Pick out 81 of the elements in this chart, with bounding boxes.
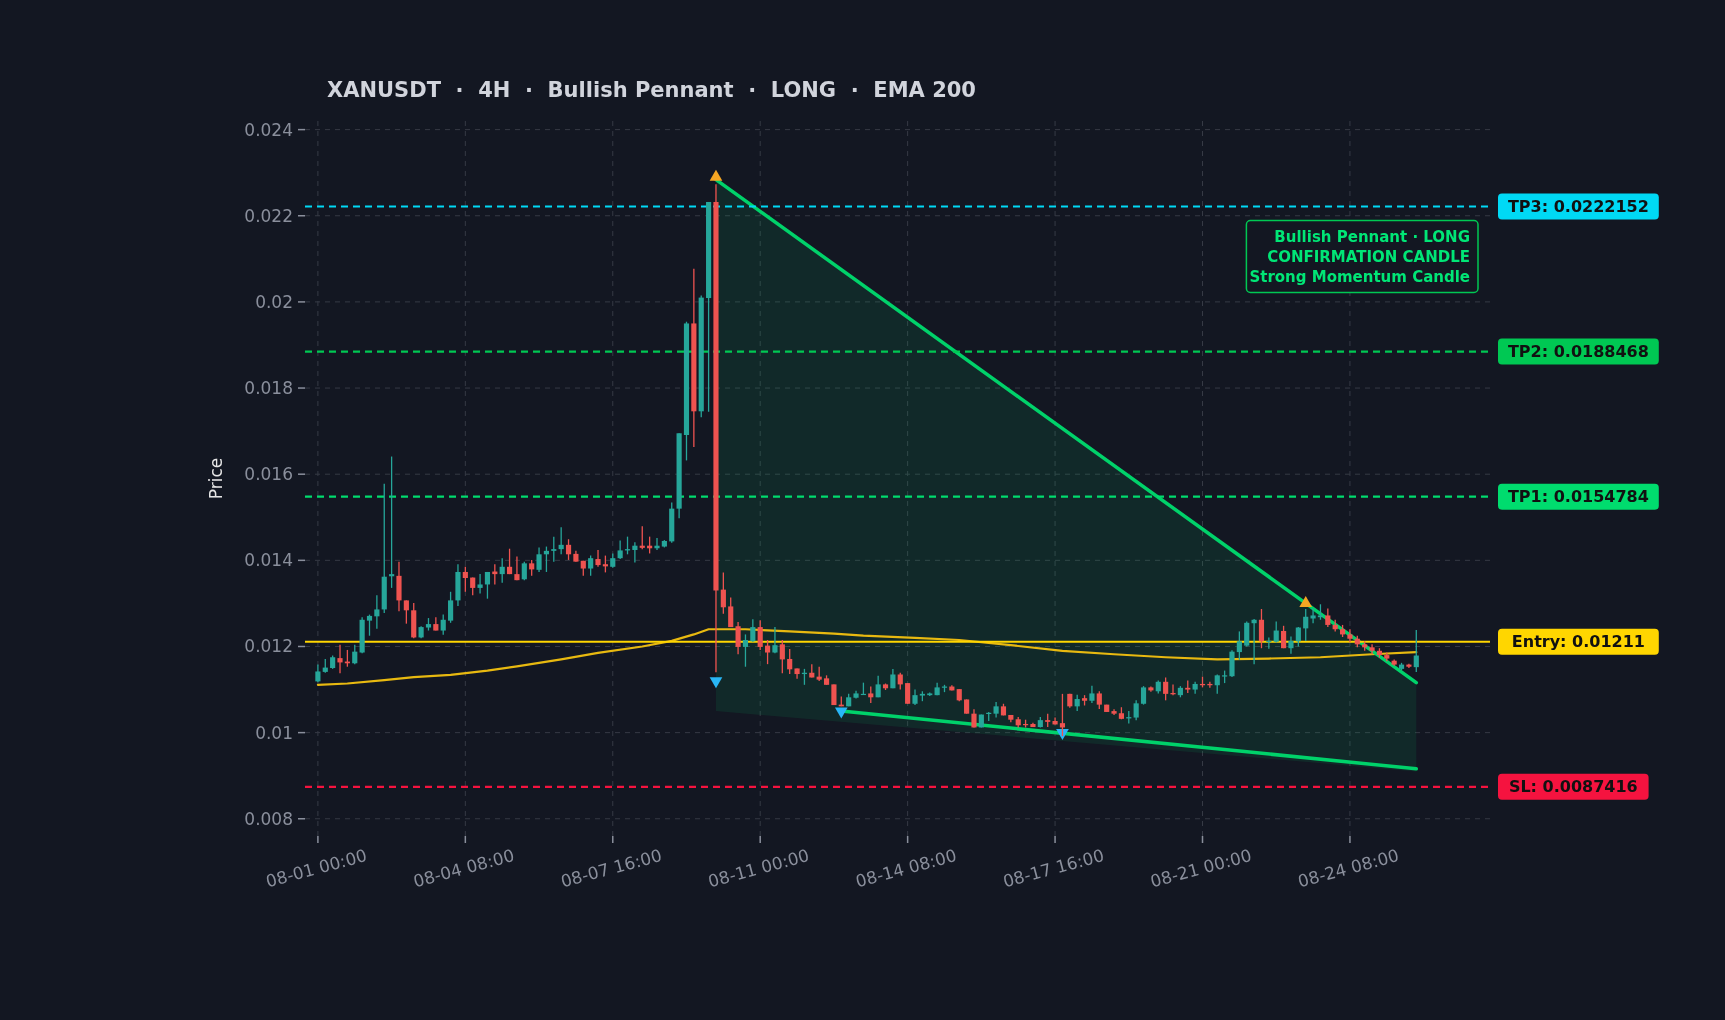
candlestick <box>337 644 343 674</box>
candlestick <box>551 536 557 563</box>
candlestick <box>742 633 749 668</box>
ref-line-label: TP2: 0.0188468 <box>1507 342 1649 362</box>
candlestick <box>521 560 527 581</box>
candlestick <box>1288 635 1294 655</box>
y-axis-title: Price <box>206 457 226 500</box>
y-tick-label: 0.022 <box>244 205 293 226</box>
x-tick-label: 08-04 08:00 <box>411 845 517 892</box>
candlestick <box>536 546 542 573</box>
candlestick <box>499 557 505 584</box>
y-tick-label: 0.008 <box>244 808 293 829</box>
x-tick-label: 08-01 00:00 <box>263 845 370 892</box>
candlestick <box>720 571 726 615</box>
candlestick <box>1059 693 1066 737</box>
candlestick <box>403 599 409 625</box>
candlestick <box>1347 628 1353 643</box>
candlestick <box>1325 607 1331 628</box>
ref-line-label: TP1: 0.0154784 <box>1507 487 1649 507</box>
x-tick-label: 08-11 00:00 <box>705 845 812 892</box>
ref-line-label: Entry: 0.01211 <box>1511 632 1645 652</box>
point <box>709 677 723 689</box>
candlestick <box>779 639 785 674</box>
candlestick <box>1303 608 1309 642</box>
candlestick <box>595 549 601 568</box>
candlestick <box>1413 629 1419 673</box>
x-tick-label: 08-24 08:00 <box>1295 845 1402 892</box>
candlestick <box>374 594 380 630</box>
candlestick <box>772 626 778 655</box>
candlestick <box>1310 607 1316 624</box>
ref-line-label: TP3: 0.0222152 <box>1507 197 1649 217</box>
candlestick <box>366 613 373 637</box>
x-tick-label: 08-17 16:00 <box>1000 845 1107 892</box>
y-tick-label: 0.014 <box>244 550 293 571</box>
candlestick <box>735 621 741 655</box>
candlestick <box>462 566 468 593</box>
candlestick <box>1236 630 1242 661</box>
candlestick <box>448 591 454 624</box>
candlestick <box>1369 643 1375 655</box>
candlestick <box>639 525 645 550</box>
candlestick <box>389 455 395 589</box>
candlestick <box>1214 673 1220 695</box>
annotation: Strong Momentum Candle <box>1249 268 1470 287</box>
candlestick <box>1133 699 1139 721</box>
candlestick <box>440 613 446 636</box>
candlestick <box>632 541 638 564</box>
candlestick <box>764 639 771 665</box>
candlestick <box>565 538 572 561</box>
y-tick-label: 0.016 <box>244 464 293 485</box>
point <box>709 169 723 181</box>
candlestick <box>757 619 763 651</box>
candlestick <box>1258 608 1265 649</box>
candlestick <box>506 548 513 575</box>
candlestick <box>728 596 734 628</box>
x-tick-label: 08-07 16:00 <box>558 845 664 892</box>
y-tick-label: 0.02 <box>255 291 293 312</box>
candlestick <box>1295 626 1301 648</box>
candlestick <box>484 571 491 600</box>
candlestick <box>1140 685 1147 706</box>
candlestick <box>558 526 564 555</box>
candlestick <box>1244 620 1250 648</box>
candlestick <box>1163 676 1169 701</box>
x-tick-label: 08-21 00:00 <box>1148 845 1254 892</box>
candlestick <box>352 644 358 665</box>
y-tick-label: 0.012 <box>244 636 293 657</box>
annotation: CONFIRMATION CANDLE <box>1267 248 1470 267</box>
candlestick <box>588 554 594 577</box>
y-tick-label: 0.01 <box>255 722 293 743</box>
candlestick <box>477 573 483 595</box>
candlestick <box>750 618 756 643</box>
y-tick-label: 0.018 <box>244 378 293 398</box>
candlestick <box>654 537 660 551</box>
ref-line-label: SL: 0.0087416 <box>1508 777 1638 797</box>
x-tick-label: 08-14 08:00 <box>853 845 959 892</box>
candlestick <box>617 539 623 560</box>
chart-title: XANUSDT · 4H · Bullish Pennant · LONG · EMA 200 <box>327 78 976 102</box>
annotation: Bullish Pennant · LONG <box>1274 228 1470 247</box>
candlestick <box>787 648 793 675</box>
candlestick <box>1273 620 1279 644</box>
candlestick <box>905 682 911 705</box>
y-tick-label: 0.024 <box>244 119 293 140</box>
